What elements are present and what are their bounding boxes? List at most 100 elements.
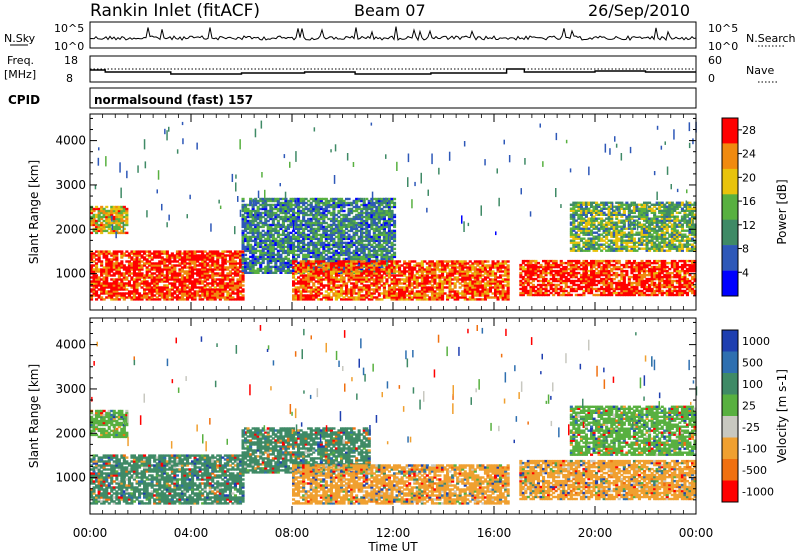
heatmap-cell [90,231,94,235]
heatmap-cell [148,274,152,277]
heatmap-cell [105,250,109,253]
heatmap-cell [198,276,202,279]
heatmap-cell [183,254,187,257]
heatmap-cell [216,294,220,297]
heatmap-cell [92,221,96,225]
heatmap-cell [241,290,245,293]
heatmap-cell [193,286,197,289]
heatmap-cell [92,264,96,267]
heatmap-cell [148,290,152,293]
heatmap-cell [117,264,121,267]
heatmap-cell [393,229,397,233]
heatmap-cell [102,209,106,213]
heatmap-cell [236,284,240,287]
heatmap-cell [102,215,106,219]
heatmap-cell [97,211,101,215]
heatmap-cell [135,298,139,301]
heatmap-cell [90,215,94,219]
heatmap-cell [122,298,126,301]
heatmap-cell [183,266,187,269]
heatmap-cell [231,272,235,275]
heatmap-cell [198,296,202,299]
heatmap-cell [158,288,162,291]
heatmap-cell [158,250,162,253]
heatmap-cell [178,298,182,301]
heatmap-cell [216,278,220,281]
heatmap-cell [201,258,205,261]
heatmap-cell [213,268,217,271]
heatmap-cell [125,284,129,287]
heatmap-cell [180,268,184,271]
heatmap-cell [233,284,237,287]
heatmap-cell [165,298,169,301]
heatmap-cell [226,268,230,271]
heatmap-cell [236,292,240,295]
heatmap-cell [236,286,240,289]
heatmap-cell [233,256,237,259]
heatmap-cell [170,274,174,277]
heatmap-cell [180,296,184,299]
heatmap-cell [120,256,124,259]
heatmap-cell [193,292,197,295]
heatmap-cell [138,296,142,299]
cpid-row: CPID normalsound (fast) 157 [8,87,697,109]
heatmap-cell [223,276,227,279]
heatmap-cell [188,264,192,267]
heatmap-cell [117,282,121,285]
heatmap-cell [100,264,104,267]
heatmap-cell [180,284,184,287]
heatmap-cell [206,282,210,285]
heatmap-cell [155,280,159,283]
heatmap-cell [158,294,162,297]
heatmap-cell [105,256,109,259]
heatmap-cell [198,250,202,253]
heatmap-cell [105,225,109,229]
heatmap-cell [398,260,402,263]
heatmap-cell [107,258,111,261]
heatmap-cell [132,284,136,287]
heatmap-cell [239,276,243,279]
heatmap-cell [158,272,162,275]
heatmap-cell [208,258,212,261]
heatmap-cell [100,286,104,289]
heatmap-cell [178,256,182,259]
heatmap-cell [163,258,167,261]
heatmap-cell [102,213,106,217]
heatmap-cell [188,288,192,291]
heatmap-cell [125,282,129,285]
heatmap-cell [213,298,217,301]
heatmap-cell [102,225,106,229]
heatmap-cell [125,207,129,211]
heatmap-cell [178,278,182,281]
heatmap-cell [175,256,179,259]
heatmap-cell [170,254,174,257]
heatmap-cell [132,250,136,253]
heatmap-cell [183,298,187,301]
heatmap-cell [153,262,157,265]
heatmap-cell [160,296,164,299]
heatmap-cell [112,282,116,285]
heatmap-cell [175,298,179,301]
heatmap-cell [193,268,197,271]
heatmap-cell [191,260,195,263]
heatmap-cell [188,286,192,289]
heatmap-cell [183,292,187,295]
heatmap-cell [221,256,225,259]
heatmap-cell [168,290,172,293]
heatmap-cell [148,296,152,299]
heatmap-cell [231,262,235,265]
heatmap-cell [110,294,114,297]
heatmap-cell [231,286,235,289]
heatmap-cell [223,290,227,293]
heatmap-cell [180,270,184,273]
heatmap-cell [150,286,154,289]
heatmap-cell [127,262,131,265]
heatmap-cell [140,260,144,263]
heatmap-cell [125,296,129,299]
heatmap-cell [143,252,147,255]
heatmap-cell [239,264,243,267]
heatmap-cell [97,296,101,299]
heatmap-cell [196,286,200,289]
heatmap-cell [135,290,139,293]
heatmap-cell [138,282,142,285]
